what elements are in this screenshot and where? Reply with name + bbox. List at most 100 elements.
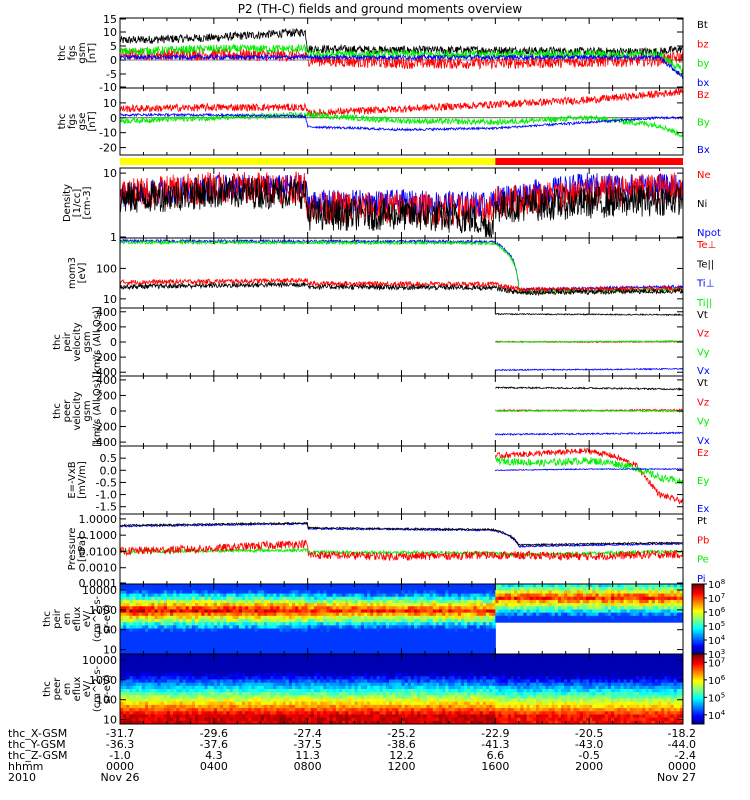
spectrogram-cell bbox=[323, 612, 327, 617]
spectrogram-cell bbox=[235, 676, 240, 680]
spectrogram-cell bbox=[335, 622, 340, 626]
spectrogram-cell bbox=[204, 717, 209, 722]
spectrogram-cell bbox=[135, 708, 140, 712]
spectrogram-cell bbox=[298, 625, 302, 630]
spectrogram-cell bbox=[354, 634, 359, 639]
spectrogram-cell bbox=[288, 587, 293, 591]
spectrogram-cell bbox=[307, 612, 312, 617]
spectrogram-cell bbox=[423, 631, 428, 636]
spectrogram-cell bbox=[235, 644, 240, 649]
spectrogram-cell bbox=[201, 701, 205, 706]
spectrogram-cell bbox=[223, 644, 227, 649]
spectrogram-cell bbox=[207, 650, 212, 655]
spectrogram-cell bbox=[570, 584, 575, 588]
panel-frame bbox=[119, 237, 684, 309]
spectrogram-cell bbox=[470, 638, 474, 642]
spectrogram-cell bbox=[451, 619, 456, 623]
spectrogram-cell bbox=[204, 714, 209, 719]
spectrogram-cell bbox=[376, 631, 381, 636]
spectrogram-cell bbox=[276, 622, 281, 626]
spectrogram-cell bbox=[442, 644, 446, 649]
spectrogram-cell bbox=[573, 609, 578, 614]
spectrogram-cell bbox=[148, 708, 152, 712]
spectrogram-cell bbox=[229, 587, 234, 591]
spectrogram-cell bbox=[432, 603, 437, 607]
spectrogram-cell bbox=[301, 593, 306, 598]
spectrogram-cell bbox=[201, 714, 205, 719]
spectrogram-cell bbox=[626, 603, 631, 607]
spectrogram-cell bbox=[170, 717, 174, 722]
spectrogram-cell bbox=[216, 599, 221, 604]
spectrogram-cell bbox=[191, 714, 196, 719]
spectrogram-cell bbox=[126, 619, 130, 623]
spectrogram-cell bbox=[163, 654, 168, 658]
spectrogram-cell bbox=[442, 650, 446, 655]
spectrogram-cell bbox=[367, 622, 371, 626]
spectrogram-cell bbox=[226, 615, 230, 620]
spectrogram-cell bbox=[667, 599, 671, 604]
spectrogram-cell bbox=[216, 615, 221, 620]
spectrogram-cell bbox=[679, 593, 684, 598]
spectrogram-cell bbox=[263, 615, 268, 620]
spectrogram-cell bbox=[151, 638, 155, 642]
spectrogram-cell bbox=[307, 606, 312, 610]
spectrogram-cell bbox=[539, 596, 543, 601]
spectrogram-cell bbox=[260, 638, 265, 642]
spectrogram-cell bbox=[401, 609, 406, 614]
spectrogram-cell bbox=[232, 606, 237, 610]
spectrogram-cell bbox=[182, 590, 187, 595]
spectrogram-cell bbox=[310, 622, 315, 626]
spectrogram-cell bbox=[204, 603, 209, 607]
spectrogram-cell bbox=[232, 698, 237, 703]
spectrogram-cell bbox=[620, 615, 625, 620]
spectrogram-cell bbox=[163, 634, 168, 639]
spectrogram-cell bbox=[639, 596, 643, 601]
spectrogram-cell bbox=[129, 717, 134, 722]
spectrogram-cell bbox=[510, 587, 515, 591]
spectrogram-cell bbox=[385, 628, 390, 633]
spectrogram-cell bbox=[120, 666, 124, 671]
spectrogram-cell bbox=[241, 711, 246, 715]
spectrogram-cell bbox=[241, 654, 246, 658]
spectrogram-cell bbox=[498, 619, 503, 623]
spectrogram-cell bbox=[342, 631, 346, 636]
spectrogram-cell bbox=[292, 584, 296, 588]
spectrogram-cell bbox=[210, 587, 215, 591]
spectrogram-cell bbox=[151, 593, 155, 598]
spectrogram-cell bbox=[151, 660, 155, 665]
spectrogram-cell bbox=[351, 603, 356, 607]
spectrogram-cell bbox=[570, 615, 575, 620]
spectrogram-cell bbox=[229, 638, 234, 642]
spectrogram-cell bbox=[404, 599, 409, 604]
spectrogram-cell bbox=[651, 584, 656, 588]
spectrogram-cell bbox=[564, 609, 568, 614]
spectrogram-cell bbox=[229, 660, 234, 665]
spectrogram-cell bbox=[170, 679, 174, 684]
spectrogram-cell bbox=[351, 612, 356, 617]
spectrogram-cell bbox=[238, 650, 243, 655]
spectrogram-cell bbox=[492, 650, 496, 655]
spectrogram-cell bbox=[251, 644, 255, 649]
spectrogram-cell bbox=[448, 641, 453, 645]
spectrogram-cell bbox=[182, 711, 187, 715]
spectrogram-cell bbox=[664, 590, 668, 595]
spectrogram-cell bbox=[132, 666, 137, 671]
spectrogram-cell bbox=[476, 641, 481, 645]
spectrogram-cell bbox=[132, 584, 137, 588]
spectrogram-cell bbox=[338, 587, 343, 591]
spectrogram-cell bbox=[204, 720, 209, 725]
spectrogram-cell bbox=[195, 599, 199, 604]
spectrogram-cell bbox=[129, 606, 134, 610]
spectrogram-cell bbox=[557, 596, 562, 601]
spectrogram-cell bbox=[592, 603, 596, 607]
spectrogram-cell bbox=[398, 644, 402, 649]
spectrogram-cell bbox=[154, 596, 159, 601]
spectrogram-cell bbox=[201, 631, 205, 636]
spectrogram-cell bbox=[398, 603, 402, 607]
spectrogram-cell bbox=[260, 584, 265, 588]
spectrogram-cell bbox=[210, 689, 215, 693]
spectrogram-cell bbox=[123, 698, 127, 703]
spectrogram-cell bbox=[173, 587, 177, 591]
spectrogram-cell bbox=[182, 679, 187, 684]
spectrogram-cell bbox=[213, 685, 218, 690]
